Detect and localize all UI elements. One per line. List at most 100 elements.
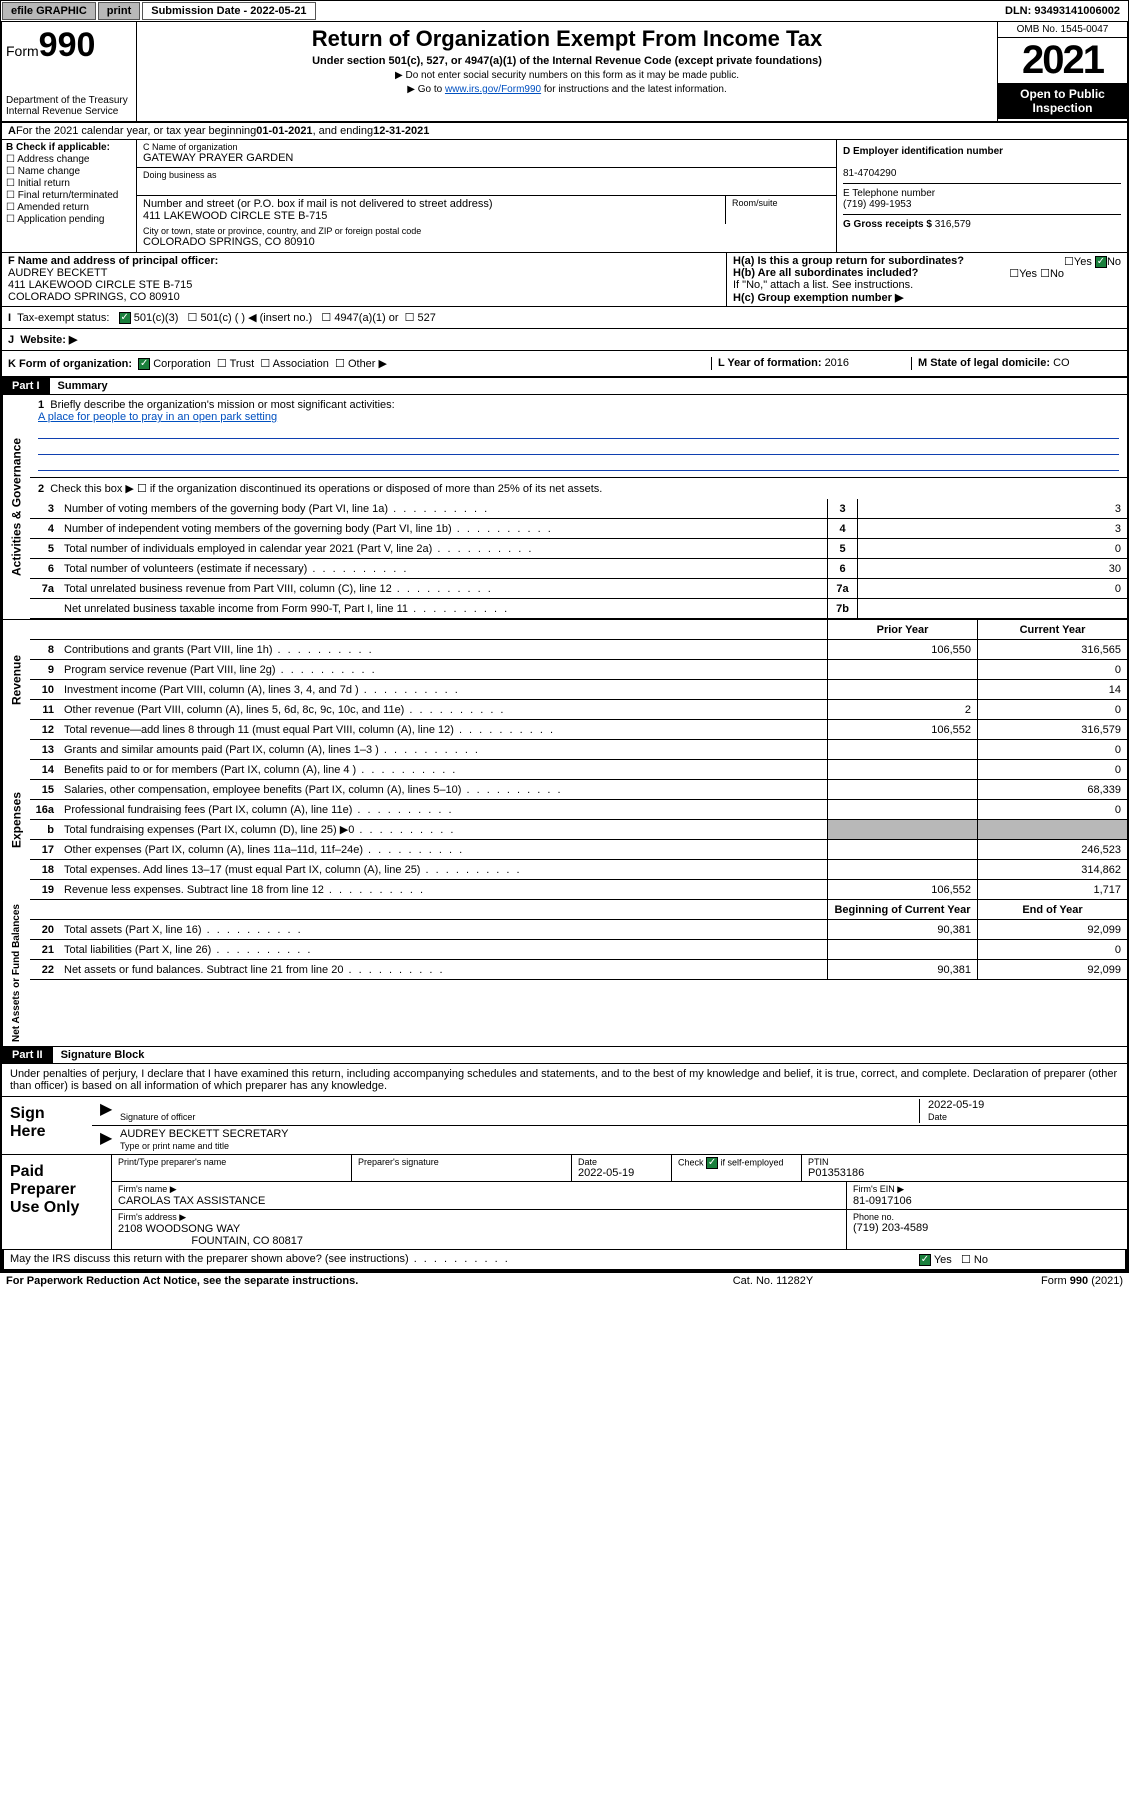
- telephone: (719) 499-1953: [843, 199, 911, 210]
- block-f: F Name and address of principal officer:…: [2, 253, 727, 306]
- block-h: H(a) Is this a group return for subordin…: [727, 253, 1127, 306]
- efile-label: efile GRAPHIC: [2, 2, 96, 20]
- exp-line: 17Other expenses (Part IX, column (A), l…: [30, 840, 1127, 860]
- cat-no: Cat. No. 11282Y: [623, 1275, 923, 1287]
- header-right: OMB No. 1545-0047 2021 Open to Public In…: [997, 22, 1127, 121]
- signature-block: Under penalties of perjury, I declare th…: [0, 1064, 1129, 1273]
- print-button[interactable]: print: [98, 2, 140, 20]
- irs-link[interactable]: www.irs.gov/Form990: [445, 84, 541, 95]
- exp-line: 13Grants and similar amounts paid (Part …: [30, 740, 1127, 760]
- sig-date: 2022-05-19: [928, 1099, 984, 1111]
- gov-line: 5Total number of individuals employed in…: [30, 539, 1127, 559]
- mission-link[interactable]: A place for people to pray in an open pa…: [38, 411, 277, 423]
- firm-name: CAROLAS TAX ASSISTANCE: [118, 1195, 265, 1207]
- tax-year: 2021: [998, 38, 1127, 83]
- org-name: GATEWAY PRAYER GARDEN: [143, 152, 830, 164]
- block-fh: F Name and address of principal officer:…: [0, 253, 1129, 307]
- dln: DLN: 93493141006002: [997, 3, 1128, 19]
- line2: Check this box ▶ ☐ if the organization d…: [50, 483, 602, 495]
- may-discuss-row: May the IRS discuss this return with the…: [2, 1249, 1127, 1271]
- exp-line: 14Benefits paid to or for members (Part …: [30, 760, 1127, 780]
- rev-line: 9Program service revenue (Part VIII, lin…: [30, 660, 1127, 680]
- ssn-note: ▶ Do not enter social security numbers o…: [141, 70, 993, 81]
- self-employed-check: [706, 1157, 718, 1169]
- gov-line: 3Number of voting members of the governi…: [30, 499, 1127, 519]
- exp-line: 16aProfessional fundraising fees (Part I…: [30, 800, 1127, 820]
- net-line: 21Total liabilities (Part X, line 26)0: [30, 940, 1127, 960]
- tab-revenue: Revenue: [2, 620, 30, 740]
- chk-app-pending[interactable]: ☐ Application pending: [6, 214, 132, 225]
- part1-header: Part ISummary: [0, 378, 1129, 395]
- officer-name: AUDREY BECKETT: [8, 267, 107, 279]
- exp-line: 18Total expenses. Add lines 13–17 (must …: [30, 860, 1127, 880]
- net-line: 20Total assets (Part X, line 16)90,38192…: [30, 920, 1127, 940]
- arrow-icon: ▶: [100, 1128, 120, 1152]
- room-suite: Room/suite: [726, 196, 836, 224]
- firm-addr1: 2108 WOODSONG WAY: [118, 1223, 240, 1235]
- rev-line: 8Contributions and grants (Part VIII, li…: [30, 640, 1127, 660]
- chk-final-return[interactable]: ☐ Final return/terminated: [6, 190, 132, 201]
- website-label: Website: ▶: [20, 334, 77, 346]
- tab-governance: Activities & Governance: [2, 395, 30, 619]
- submission-date: Submission Date - 2022-05-21: [142, 2, 315, 20]
- prep-date: 2022-05-19: [578, 1167, 634, 1179]
- goto-note: ▶ Go to www.irs.gov/Form990 for instruct…: [141, 84, 993, 95]
- city-state-zip: COLORADO SPRINGS, CO 80910: [143, 236, 830, 248]
- open-public: Open to Public Inspection: [998, 83, 1127, 119]
- tab-netassets: Net Assets or Fund Balances: [2, 900, 30, 1046]
- omb-number: OMB No. 1545-0047: [998, 22, 1127, 38]
- revenue-header: Prior Year Current Year: [30, 620, 1127, 640]
- form-number: 990: [39, 26, 96, 64]
- tab-expenses: Expenses: [2, 740, 30, 900]
- block-c: C Name of organization GATEWAY PRAYER GA…: [137, 140, 837, 252]
- chk-amended[interactable]: ☐ Amended return: [6, 202, 132, 213]
- gov-line: 4Number of independent voting members of…: [30, 519, 1127, 539]
- chk-initial-return[interactable]: ☐ Initial return: [6, 178, 132, 189]
- 501c3-check: [119, 312, 131, 324]
- arrow-icon: ▶: [100, 1099, 120, 1123]
- netassets-header: Beginning of Current Year End of Year: [30, 900, 1127, 920]
- rev-line: 12Total revenue—add lines 8 through 11 (…: [30, 720, 1127, 740]
- header-title-block: Return of Organization Exempt From Incom…: [137, 22, 997, 121]
- firm-addr2: FOUNTAIN, CO 80817: [191, 1235, 303, 1247]
- exp-line: 19Revenue less expenses. Subtract line 1…: [30, 880, 1127, 900]
- part2-header: Part IISignature Block: [0, 1047, 1129, 1064]
- block-bcdeg: B Check if applicable: ☐ Address change …: [0, 140, 1129, 253]
- perjury-declaration: Under penalties of perjury, I declare th…: [2, 1064, 1127, 1096]
- rev-line: 10Investment income (Part VIII, column (…: [30, 680, 1127, 700]
- exp-line: bTotal fundraising expenses (Part IX, co…: [30, 820, 1127, 840]
- governance-section: Activities & Governance 1 Briefly descri…: [0, 395, 1129, 619]
- form-title: Return of Organization Exempt From Incom…: [141, 26, 993, 52]
- street-address: 411 LAKEWOOD CIRCLE STE B-715: [143, 210, 719, 222]
- expenses-section: Expenses 13Grants and similar amounts pa…: [0, 740, 1129, 900]
- chk-name-change[interactable]: ☐ Name change: [6, 166, 132, 177]
- may-yes-check: [919, 1254, 931, 1266]
- officer-signed: AUDREY BECKETT SECRETARY: [120, 1128, 289, 1140]
- state-domicile: CO: [1053, 357, 1070, 369]
- paid-preparer: Paid Preparer Use Only Print/Type prepar…: [2, 1154, 1127, 1249]
- dept-treasury: Department of the Treasury Internal Reve…: [6, 95, 132, 117]
- gross-receipts: 316,579: [935, 219, 971, 230]
- block-b: B Check if applicable: ☐ Address change …: [2, 140, 137, 252]
- gov-line: Net unrelated business taxable income fr…: [30, 599, 1127, 619]
- tax-year-row: A For the 2021 calendar year, or tax yea…: [0, 123, 1129, 140]
- header-left: Form990 Department of the Treasury Inter…: [2, 22, 137, 121]
- ein: 81-4704290: [843, 168, 896, 179]
- block-deg: D Employer identification number 81-4704…: [837, 140, 1127, 252]
- ptin: P01353186: [808, 1167, 864, 1179]
- line1: 1 Briefly describe the organization's mi…: [30, 395, 1127, 477]
- firm-ein: 81-0917106: [853, 1195, 912, 1207]
- net-line: 22Net assets or fund balances. Subtract …: [30, 960, 1127, 980]
- form-header: Form990 Department of the Treasury Inter…: [0, 22, 1129, 123]
- ha-no-check: [1095, 256, 1107, 268]
- topbar: efile GRAPHIC print Submission Date - 20…: [0, 0, 1129, 22]
- chk-address-change[interactable]: ☐ Address change: [6, 154, 132, 165]
- gov-line: 7aTotal unrelated business revenue from …: [30, 579, 1127, 599]
- revenue-section: Revenue Prior Year Current Year 8Contrib…: [0, 619, 1129, 740]
- sign-here-label: Sign Here: [2, 1097, 92, 1154]
- exp-line: 15Salaries, other compensation, employee…: [30, 780, 1127, 800]
- firm-phone: (719) 203-4589: [853, 1222, 928, 1234]
- footer-line: For Paperwork Reduction Act Notice, see …: [0, 1273, 1129, 1289]
- corp-check: [138, 358, 150, 370]
- gov-line: 6Total number of volunteers (estimate if…: [30, 559, 1127, 579]
